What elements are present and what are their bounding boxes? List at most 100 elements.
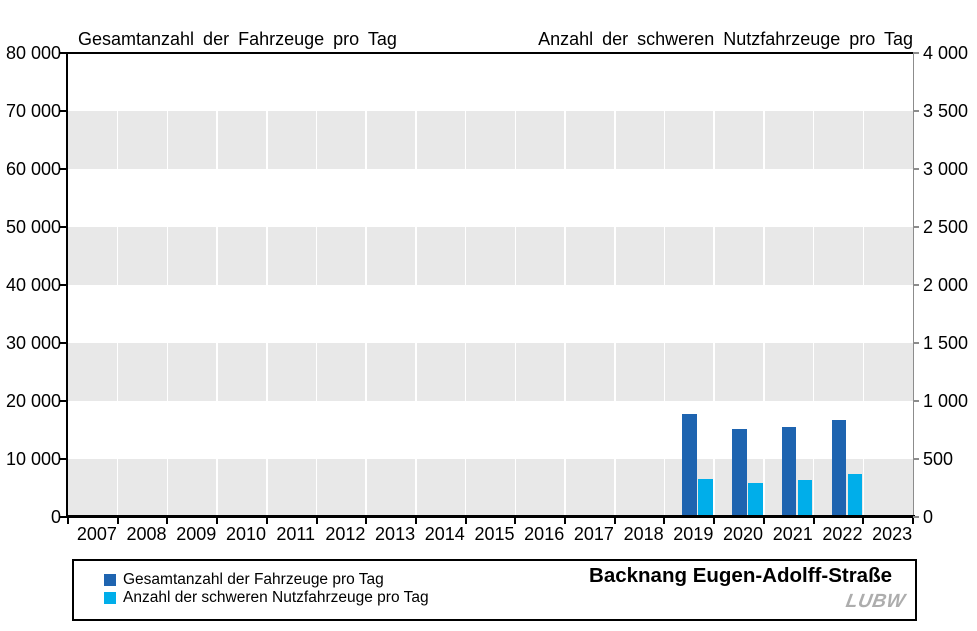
left-tick-label: 50 000 <box>5 217 61 237</box>
bar-total-2021 <box>781 427 797 515</box>
left-axis-tick <box>60 226 68 228</box>
x-axis-tick <box>365 518 368 524</box>
left-axis-title: Gesamtanzahl der Fahrzeuge pro Tag <box>78 29 397 49</box>
x-axis-tick <box>812 518 815 524</box>
shaded-band <box>68 227 913 285</box>
x-axis-tick <box>166 518 169 524</box>
left-tick-label: 60 000 <box>5 159 61 179</box>
plot-area <box>60 52 919 524</box>
bar-heavy-2021 <box>797 480 813 515</box>
shaded-band <box>68 343 913 401</box>
x-tick-label: 2012 <box>325 524 366 544</box>
vertical-gridline <box>116 53 119 517</box>
right-tick-label: 4 000 <box>923 43 969 63</box>
vertical-gridline <box>713 53 715 517</box>
left-tick-label: 80 000 <box>5 43 61 63</box>
x-axis-tick <box>862 518 865 524</box>
vertical-gridline <box>763 53 765 517</box>
left-tick-label: 10 000 <box>5 449 61 469</box>
left-axis-tick <box>60 284 68 286</box>
x-tick-label: 2016 <box>524 524 565 544</box>
x-axis-tick <box>116 518 119 524</box>
x-tick-label: 2011 <box>276 524 316 544</box>
x-axis-tick <box>67 518 69 524</box>
x-tick-label: 2019 <box>673 524 714 544</box>
x-axis-tick <box>464 518 467 524</box>
right-tick-label: 500 <box>923 449 954 469</box>
vertical-gridline <box>365 53 367 517</box>
x-tick-label: 2014 <box>424 524 465 544</box>
x-axis-tick <box>613 518 616 524</box>
x-axis-tick <box>514 518 517 524</box>
left-axis-tick <box>60 52 68 54</box>
x-axis-tick <box>265 518 268 524</box>
lubw-logo: LUBW <box>844 591 907 612</box>
shaded-band <box>68 459 913 517</box>
vertical-gridline <box>166 53 169 517</box>
right-tick-label: 2 000 <box>923 275 969 295</box>
right-axis-tick <box>913 168 919 170</box>
right-axis-tick <box>913 226 919 228</box>
legend-label-total: Gesamtanzahl der Fahrzeuge pro Tag <box>123 571 384 588</box>
vertical-gridline <box>663 53 666 517</box>
right-tick-label: 3 500 <box>923 101 969 121</box>
vertical-gridline <box>216 53 218 517</box>
right-axis-tick <box>913 516 919 518</box>
shaded-band <box>68 111 913 169</box>
left-axis-tick <box>60 110 68 112</box>
x-axis-tick <box>713 518 716 524</box>
x-axis-tick <box>564 518 567 524</box>
x-tick-label: 2018 <box>623 524 664 544</box>
left-axis-tick <box>60 342 68 344</box>
legend-and-title-box: Gesamtanzahl der Fahrzeuge pro Tag Anzah… <box>72 559 917 621</box>
vertical-gridline <box>862 53 865 517</box>
right-axis-tick <box>913 110 919 112</box>
x-tick-label: 2013 <box>375 524 416 544</box>
x-axis-line <box>66 515 915 518</box>
legend-label-heavy: Anzahl der schweren Nutzfahrzeuge pro Ta… <box>123 589 429 606</box>
right-tick-label: 1 000 <box>923 391 969 411</box>
legend-item-heavy: Anzahl der schweren Nutzfahrzeuge pro Ta… <box>104 589 429 606</box>
left-axis-tick <box>60 400 68 402</box>
x-tick-label: 2020 <box>722 524 764 544</box>
right-axis-tick <box>913 284 919 286</box>
x-tick-label: 2023 <box>872 524 913 544</box>
vertical-gridline <box>514 53 517 517</box>
bar-total-2019 <box>682 414 697 515</box>
x-tick-label: 2021 <box>772 524 813 544</box>
right-tick-label: 2 500 <box>923 217 969 237</box>
right-axis-tick <box>913 458 919 460</box>
vertical-gridline <box>464 53 467 517</box>
x-tick-label: 2007 <box>76 524 117 544</box>
left-tick-label: 20 000 <box>5 391 61 411</box>
left-tick-label: 0 <box>50 507 61 527</box>
left-axis-tick <box>60 516 68 518</box>
x-tick-label: 2015 <box>474 524 515 544</box>
bar-total-2020 <box>732 429 747 515</box>
x-tick-label: 2017 <box>573 524 614 544</box>
vertical-gridline <box>415 53 417 517</box>
x-tick-label: 2022 <box>822 524 863 544</box>
right-axis-title: Anzahl der schweren Nutzfahrzeuge pro Ta… <box>538 29 913 49</box>
left-tick-label: 40 000 <box>5 275 61 295</box>
legend-swatch-heavy <box>104 592 116 604</box>
station-title: Backnang Eugen-Adolff-Straße <box>589 564 892 587</box>
right-axis-tick <box>913 342 919 344</box>
right-tick-label: 1 500 <box>923 333 969 353</box>
x-axis-tick <box>912 518 914 524</box>
x-tick-label: 2010 <box>225 524 266 544</box>
left-tick-label: 70 000 <box>5 101 61 121</box>
vertical-gridline <box>812 53 815 517</box>
bar-total-2022 <box>831 419 847 515</box>
x-axis-tick <box>315 518 318 524</box>
bar-heavy-2020 <box>748 482 763 515</box>
x-axis-tick <box>216 518 219 524</box>
bar-heavy-2019 <box>698 479 713 515</box>
x-tick-label: 2008 <box>126 524 167 544</box>
legend-item-total: Gesamtanzahl der Fahrzeuge pro Tag <box>104 571 384 588</box>
right-tick-label: 0 <box>923 507 934 527</box>
vertical-gridline <box>564 53 566 517</box>
left-axis-tick <box>60 458 68 460</box>
left-tick-label: 30 000 <box>5 333 61 353</box>
